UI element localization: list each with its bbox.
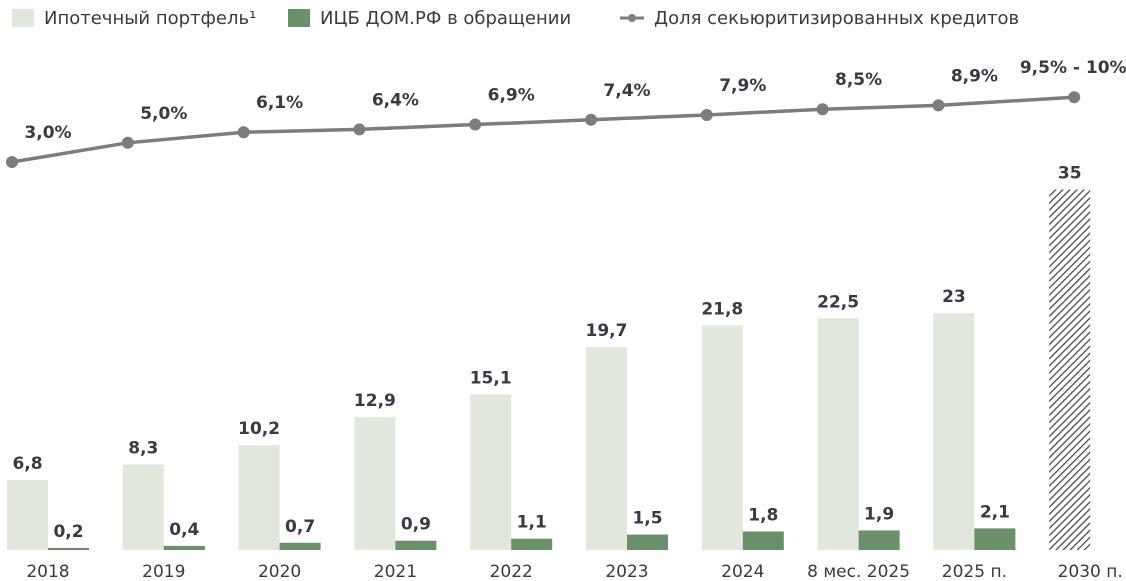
line-point [585, 113, 597, 126]
line-point [1068, 91, 1081, 104]
value-label: 15,1 [470, 368, 512, 388]
legend-label: Ипотечный портфель¹ [44, 8, 256, 29]
x-tick-label: 2022 [490, 562, 533, 581]
bar [395, 540, 437, 550]
value-label: 22,5 [817, 292, 859, 312]
value-label: 6,4% [372, 90, 419, 110]
x-tick-label: 8 мес. 2025 [807, 562, 910, 581]
value-label: 9,5% - 10% [1020, 58, 1126, 78]
bar [586, 347, 627, 550]
value-label: 8,9% [951, 66, 998, 86]
bar [163, 545, 205, 550]
legend-marker [628, 14, 636, 22]
x-tick-label: 2019 [142, 562, 185, 581]
bar [279, 542, 321, 550]
value-label: 1,1 [517, 513, 547, 533]
bar [48, 547, 89, 550]
value-label: 6,1% [256, 93, 303, 113]
legend-swatch [12, 9, 34, 27]
value-label: 0,2 [53, 522, 83, 542]
bar [974, 528, 1016, 550]
bar [627, 534, 668, 550]
value-label: 6,8 [12, 454, 42, 474]
line-point [6, 156, 18, 168]
value-label: 21,8 [701, 299, 743, 319]
bar [122, 464, 164, 550]
value-label: 3,0% [24, 123, 71, 143]
x-tick-label: 2030 п. [1058, 562, 1123, 581]
bar [1049, 189, 1091, 550]
bar [858, 530, 900, 550]
value-label: 5,0% [140, 104, 187, 124]
line-point [121, 136, 134, 149]
value-label: 0,4 [169, 520, 199, 540]
bar [470, 394, 512, 550]
legend-label: Доля секьюритизированных кредитов [654, 8, 1019, 29]
bar [817, 318, 859, 550]
line-point [700, 108, 713, 121]
bar [7, 479, 48, 550]
value-label: 7,9% [719, 76, 766, 96]
value-label: 8,3 [128, 439, 158, 459]
x-tick-label: 2018 [26, 562, 69, 581]
x-tick-label: 2021 [374, 562, 417, 581]
line-point [469, 118, 482, 131]
value-label: 0,9 [401, 515, 431, 535]
value-label: 0,7 [285, 517, 315, 537]
value-label: 10,2 [238, 419, 280, 439]
legend-label: ИЦБ ДОМ.РФ в обращении [320, 8, 571, 29]
line [11, 95, 1075, 164]
value-label: 7,4% [603, 81, 650, 101]
value-label: 6,9% [488, 86, 535, 106]
value-label: 1,8 [748, 505, 778, 525]
value-label: 19,7 [586, 321, 628, 341]
value-label: 35 [1058, 164, 1082, 184]
legend-swatch [288, 9, 310, 27]
bar [701, 325, 743, 550]
bar [742, 531, 784, 550]
line-point [932, 99, 945, 112]
value-label: 1,5 [632, 509, 662, 529]
bar [238, 444, 280, 550]
bar [511, 538, 553, 550]
bar [933, 313, 975, 550]
line-point [816, 103, 829, 116]
bar [354, 417, 396, 550]
value-label: 2,1 [980, 502, 1010, 522]
x-tick-label: 2025 п. [942, 562, 1007, 581]
x-tick-label: 2020 [258, 562, 301, 581]
x-tick-label: 2023 [605, 562, 648, 581]
value-label: 12,9 [354, 391, 396, 411]
value-label: 23 [942, 287, 966, 307]
value-label: 1,9 [864, 504, 894, 524]
line-point [353, 123, 366, 136]
line-point [237, 126, 250, 139]
x-tick-label: 2024 [721, 562, 764, 581]
value-label: 8,5% [835, 70, 882, 90]
